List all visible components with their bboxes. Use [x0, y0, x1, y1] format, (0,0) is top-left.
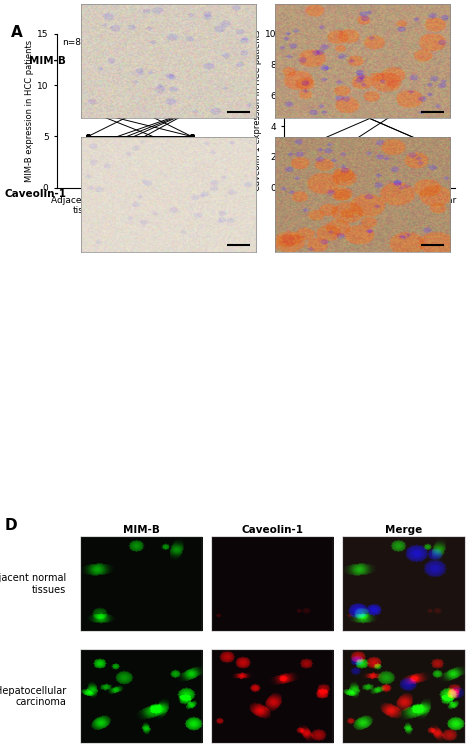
Text: Adjacent normal
tissues: Adjacent normal tissues	[0, 573, 66, 595]
Text: Caveolin-1: Caveolin-1	[242, 525, 303, 535]
Text: n=84: n=84	[290, 38, 314, 47]
Text: A: A	[10, 25, 22, 40]
Y-axis label: MIM-B expression in HCC patients: MIM-B expression in HCC patients	[25, 40, 34, 182]
Text: Caveolin-1: Caveolin-1	[4, 189, 66, 199]
Text: B: B	[237, 25, 248, 40]
Text: Hepatocellular
carcinoma: Hepatocellular carcinoma	[0, 686, 66, 707]
Text: MIM-B: MIM-B	[123, 525, 160, 535]
Text: Adjacent normal
tissues: Adjacent normal tissues	[125, 0, 211, 2]
Text: MIM-B: MIM-B	[29, 56, 66, 66]
Text: Merge: Merge	[385, 525, 422, 535]
Text: P<0.001: P<0.001	[387, 38, 429, 48]
Text: n=84: n=84	[62, 38, 86, 47]
Y-axis label: Caveolin-1 expression in HCC patients: Caveolin-1 expression in HCC patients	[253, 30, 262, 192]
Text: D: D	[5, 518, 18, 533]
Text: P<0.001: P<0.001	[156, 38, 199, 48]
Text: Hepatocellular
carcinoma: Hepatocellular carcinoma	[325, 0, 401, 2]
